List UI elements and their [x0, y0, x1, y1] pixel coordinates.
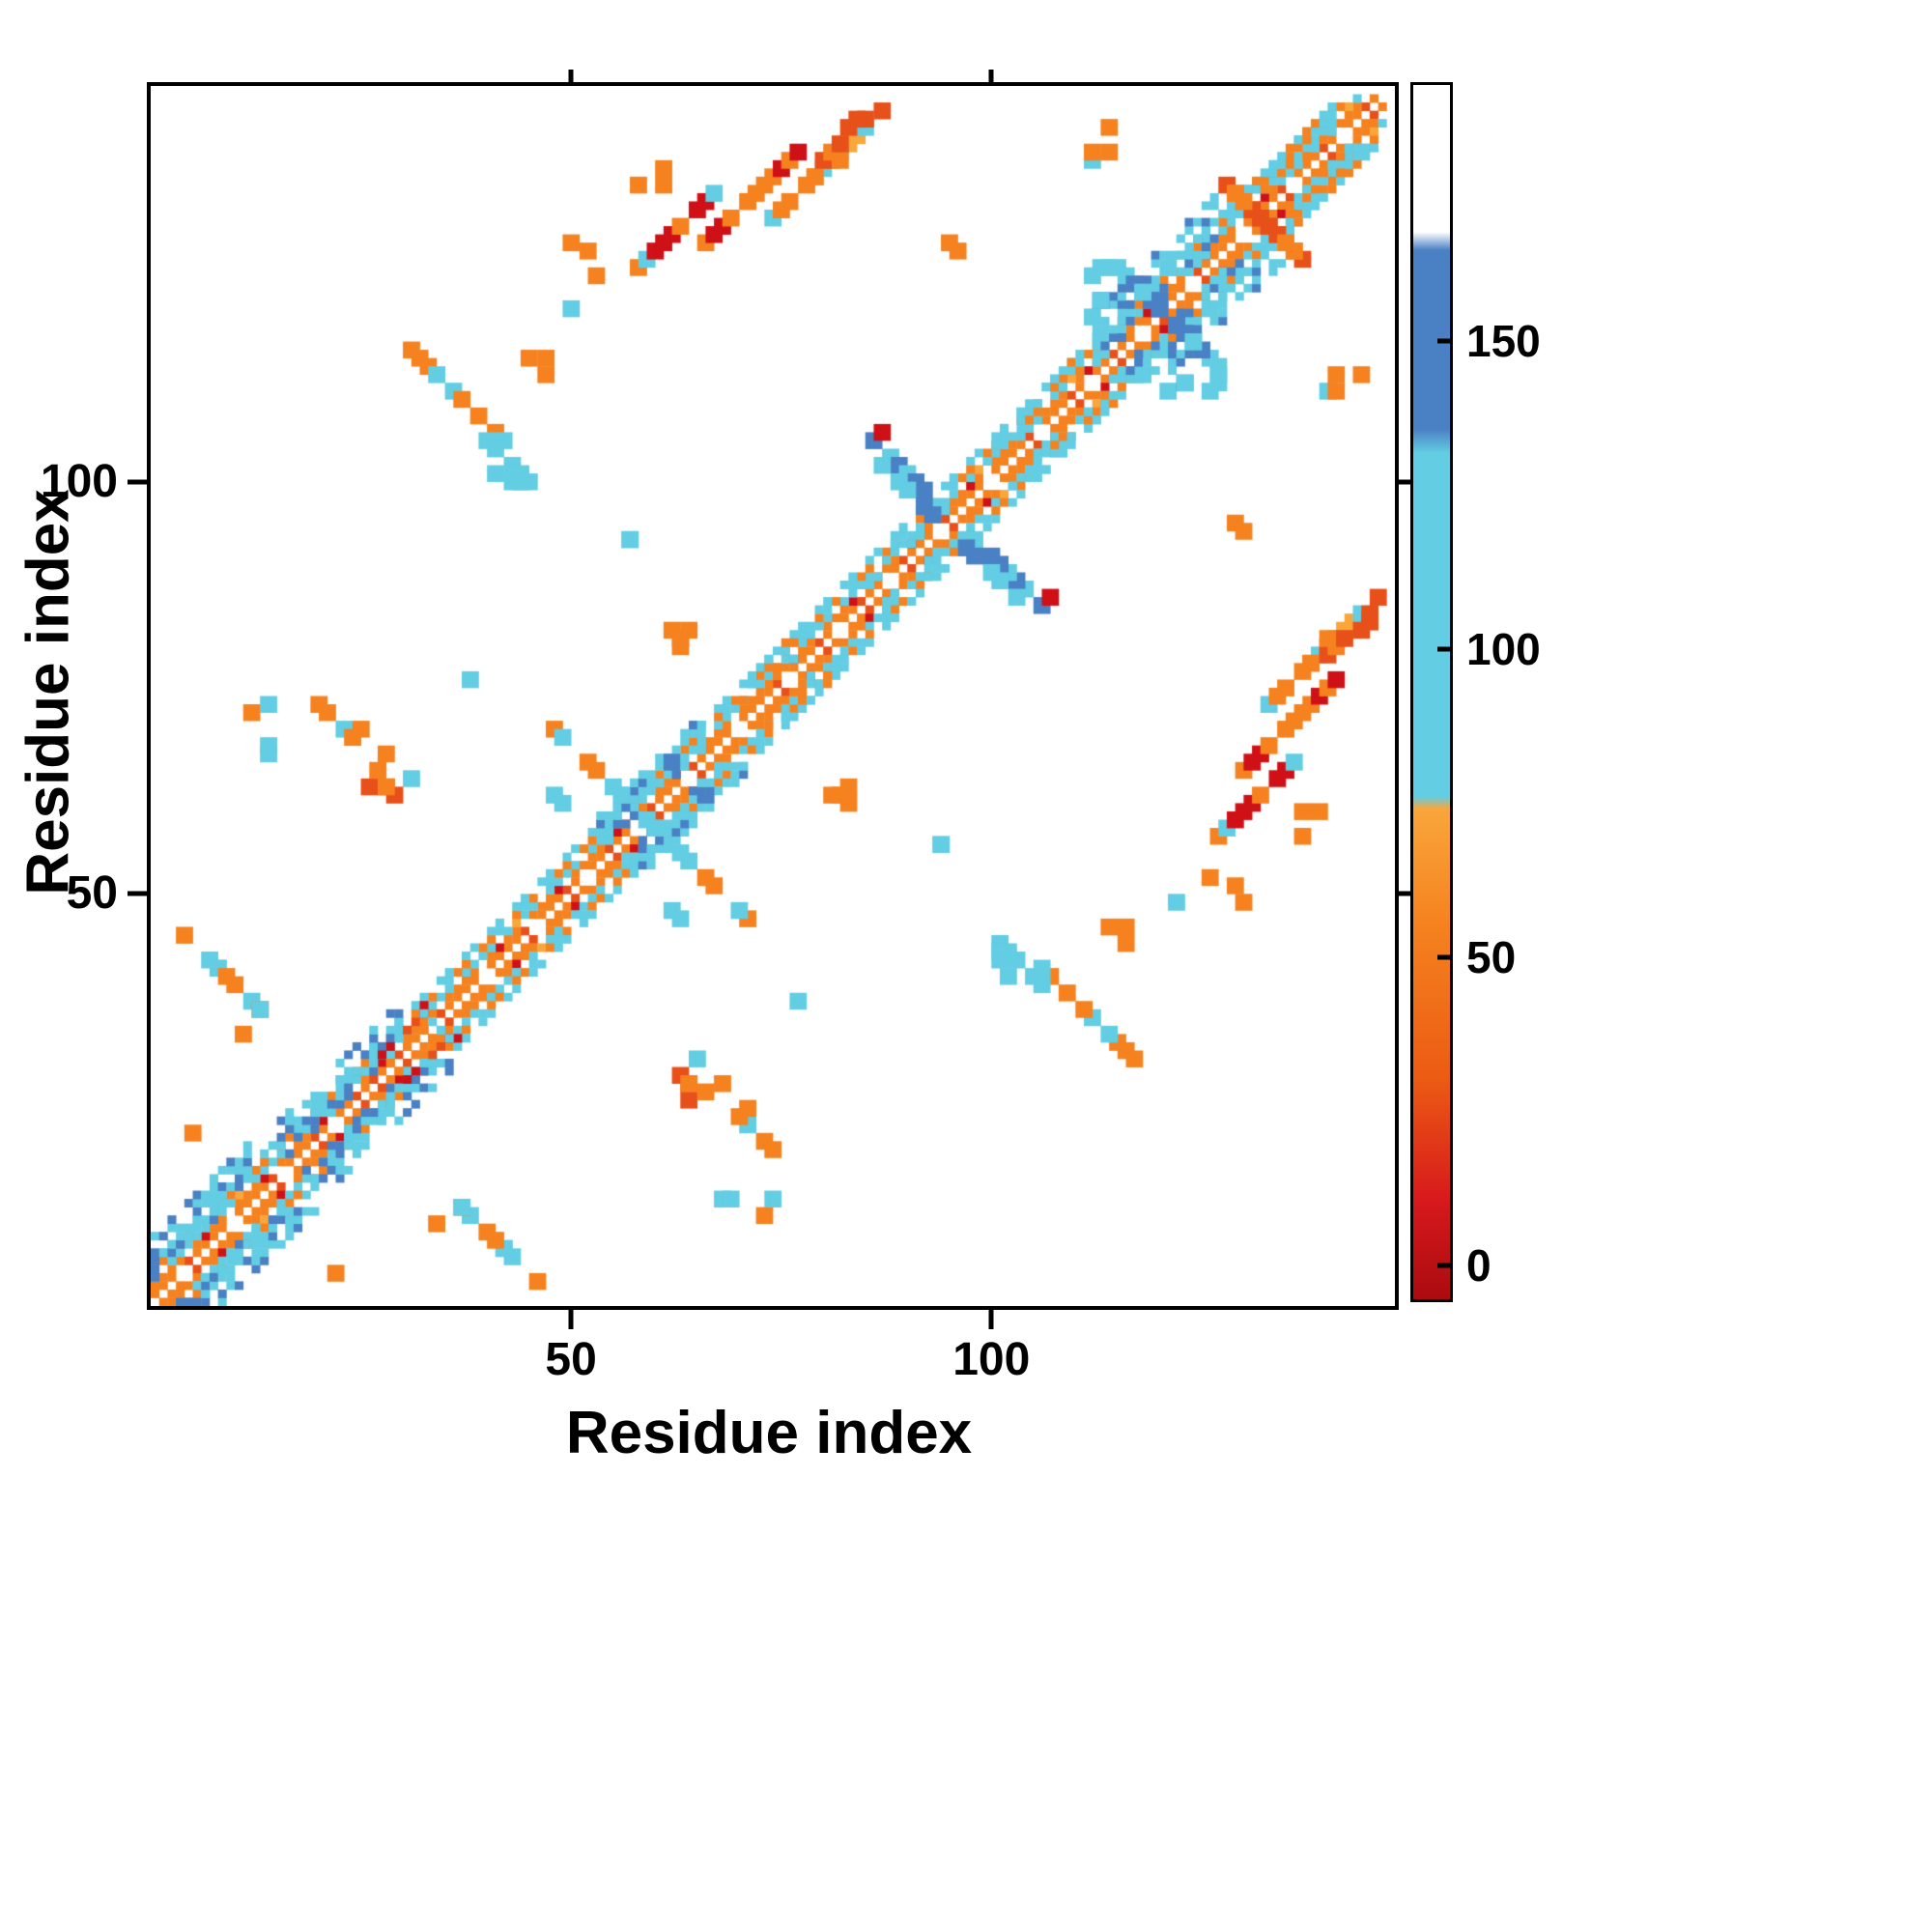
y-tick-label: 100: [40, 455, 118, 507]
colorbar-tick-mark: [1437, 954, 1450, 960]
colorbar-tick-mark: [1437, 1263, 1450, 1268]
colorbar-tick-label: 150: [1466, 315, 1541, 366]
colorbar-tick-mark: [1437, 338, 1450, 344]
plot-area: 50 100 50 100: [41, 70, 1411, 1383]
colorbar-tick-label: 0: [1466, 1239, 1492, 1291]
heatmap-canvas: [151, 86, 1395, 1306]
colorbar-tick-label: 50: [1466, 931, 1517, 982]
x-tick-mark: [568, 1310, 574, 1329]
y-tick-label: 50: [66, 867, 118, 920]
y-tick-mark: [128, 891, 147, 896]
y-axis-label: Residue index: [8, 82, 89, 1302]
y-tick-mark-right: [1399, 479, 1411, 485]
x-tick-label: 50: [545, 1334, 597, 1385]
y-tick-mark-right: [1399, 891, 1411, 896]
y-tick-mark: [128, 479, 147, 485]
x-tick-label: 100: [952, 1334, 1031, 1385]
x-tick-mark-top: [568, 70, 574, 82]
colorbar: 0 50 100 150: [1410, 82, 1541, 1302]
x-tick-mark-top: [988, 70, 994, 82]
colorbar-tick-label: 100: [1466, 623, 1541, 674]
colorbar-gradient: [1410, 82, 1453, 1302]
y-axis-label-text: Residue index: [14, 489, 82, 895]
x-tick-mark: [988, 1310, 994, 1329]
x-axis-label: Residue index: [565, 1400, 973, 1466]
colorbar-tick-mark: [1437, 646, 1450, 652]
